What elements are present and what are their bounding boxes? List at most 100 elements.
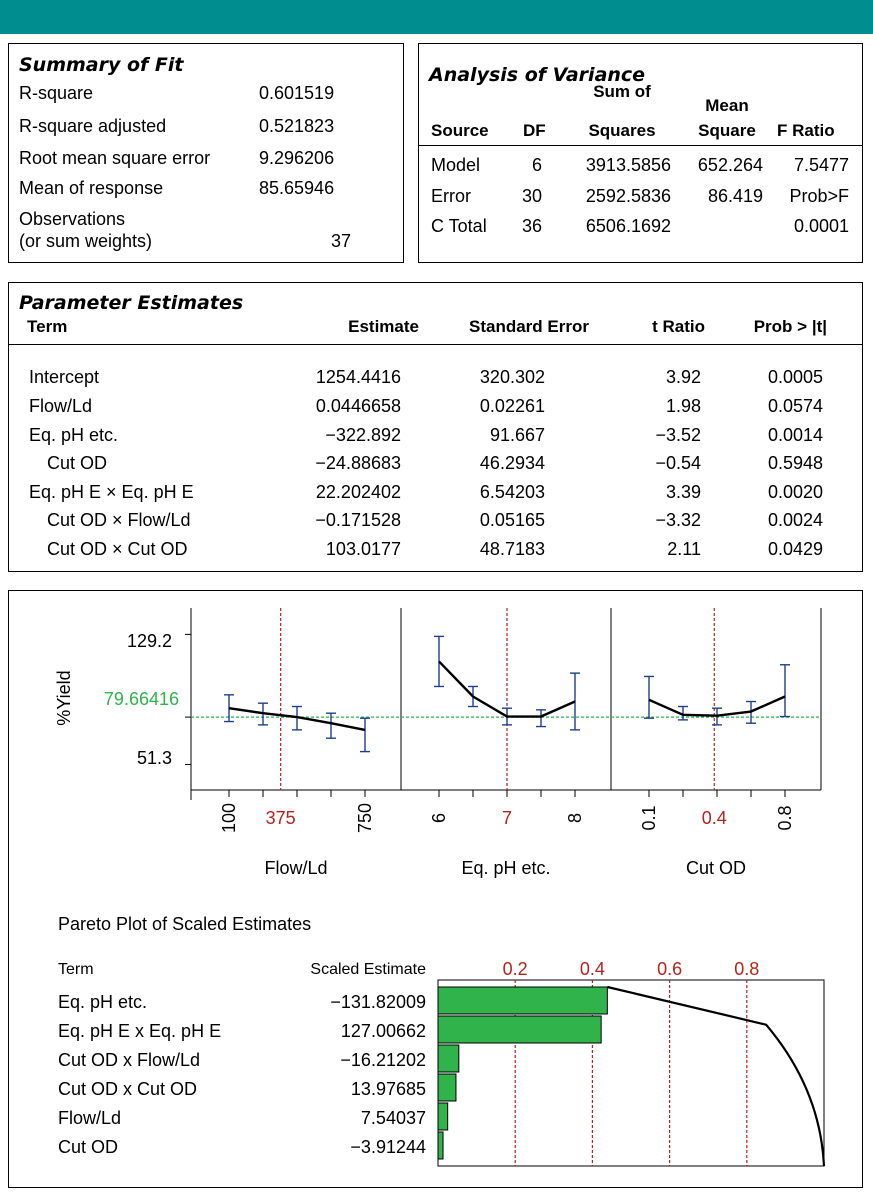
profiler-ytick-low: 51.3 [137,748,172,768]
profiler-xtick-label-1-2: 8 [565,813,585,823]
anova-df-error: 30 [521,186,542,206]
pe-t-eqph-sq: 3.39 [665,482,701,502]
anova-title: Analysis of Variance [429,64,646,86]
pe-term-flow: Flow/Ld [29,396,93,416]
pe-est-cutod-flow: −0.171528 [315,510,401,530]
pareto-value-3: 13.97685 [351,1079,426,1099]
pareto-axis-tick-3: 0.8 [734,959,759,979]
parameter-estimates-panel: Parameter Estimates Term Estimate Standa… [8,282,863,572]
anova-df-model: 6 [531,155,542,175]
pe-term-eqph: Eq. pH etc. [29,425,119,445]
summary-value-rmse: 9.296206 [259,148,335,168]
pe-header-p: Prob > |t| [753,317,827,336]
profiler-xtick-label-0-2: 750 [355,803,375,833]
pareto-plot: Pareto Plot of Scaled Estimates Term Sca… [58,914,826,1167]
summary-label-rsquare: R-square [19,83,94,103]
anova-ss-error: 2592.5836 [585,186,671,206]
pareto-bar-2 [437,1044,460,1073]
pareto-title: Pareto Plot of Scaled Estimates [58,914,311,934]
summary-label-rmse: Root mean square error [19,148,211,168]
pareto-term-5: Cut OD [58,1137,118,1157]
pe-est-cutod-sq: 103.0177 [325,539,401,559]
anova-header-ss2: Squares [588,121,656,140]
profiler-xtick-label-0-0: 100 [219,803,239,833]
pareto-term-1: Eq. pH E x Eq. pH E [58,1021,221,1041]
pe-se-flow: 0.02261 [479,396,545,416]
anova-source-model: Model [431,155,481,175]
pareto-value-4: 7.54037 [361,1108,426,1128]
anova-source-error: Error [431,186,471,206]
pe-header-se: Standard Error [469,317,589,336]
pareto-col-term: Term [58,961,94,978]
summary-of-fit-title: Summary of Fit [19,54,184,76]
pareto-cumulative-curve [607,985,826,1167]
profiler-prediction-line-1 [438,660,576,718]
pareto-value-2: −16.21202 [340,1050,426,1070]
summary-value-rsquare: 0.601519 [259,83,335,103]
pe-p-cutod: 0.5948 [767,453,823,473]
pareto-bar-1 [437,1015,602,1044]
pe-term-cutod-flow: Cut OD × Flow/Ld [47,510,191,530]
profiler-xtick-label-2-0: 0.1 [639,805,659,830]
pareto-bar-5 [437,1131,444,1160]
anova-header-source: Source [431,121,489,140]
summary-label-observations: Observations [19,209,126,229]
pareto-axis-tick-1: 0.4 [580,959,605,979]
anova-ms-error: 86.419 [707,186,763,206]
pe-t-cutod-sq: 2.11 [667,539,701,559]
summary-label-observations-2: (or sum weights) [19,231,153,251]
pe-p-eqph: 0.0014 [767,425,823,445]
pe-p-cutod-sq: 0.0429 [767,539,823,559]
profiler-y-label: %Yield [54,670,74,725]
profiler-prediction-line-2 [648,695,786,717]
summary-label-rsquare-adj: R-square adjusted [19,116,167,136]
pe-t-eqph: −3.52 [655,425,701,445]
pe-t-cutod: −0.54 [655,453,701,473]
profiler-xtick-label-2-2: 0.8 [775,805,795,830]
profiler-current-response: 79.66416 [104,689,179,709]
pe-est-eqph-sq: 22.202402 [315,482,401,502]
pe-est-flow: 0.0446658 [315,396,401,416]
anova-ss-model: 3913.5856 [585,155,671,175]
pareto-bar-4 [437,1102,449,1131]
pareto-plot-frame [437,979,825,1167]
profiler-xlabel-eqph: Eq. pH etc. [461,858,550,878]
prediction-profiler: %Yield 129.2 79.66416 51.3 Flow/Ld Eq. p… [54,608,822,878]
profiler-xtick-label-2-1: 0.4 [702,808,727,828]
pareto-term-4: Flow/Ld [58,1108,121,1128]
header-bar [0,0,873,34]
profiler-xtick-label-1-1: 7 [502,808,512,828]
pe-est-cutod: −24.88683 [315,453,401,473]
anova-header-ss1: Sum of [593,82,651,101]
pe-se-cutod: 46.2934 [479,453,545,473]
pe-se-eqph: 91.667 [489,425,545,445]
summary-value-observations: 37 [330,231,351,251]
pareto-value-5: −3.91244 [350,1137,426,1157]
pareto-term-0: Eq. pH etc. [58,992,147,1012]
pareto-term-3: Cut OD x Cut OD [58,1079,197,1099]
profiler-xlabel-flow: Flow/Ld [264,858,327,878]
anova-f-error: Prob>F [789,186,849,206]
pe-se-intercept: 320.302 [479,367,545,387]
pe-term-cutod: Cut OD [47,453,108,473]
anova-header-ms2: Square [698,121,756,140]
anova-ss-total: 6506.1692 [585,216,671,236]
pe-se-cutod-flow: 0.05165 [479,510,545,530]
parameter-estimates-title: Parameter Estimates [19,292,244,314]
summary-of-fit-panel: Summary of Fit R-square 0.601519 R-squar… [8,43,404,263]
pe-term-cutod-sq: Cut OD × Cut OD [47,539,188,559]
pe-header-estimate: Estimate [348,317,419,336]
anova-header-df: DF [523,121,546,140]
pe-p-intercept: 0.0005 [767,367,823,387]
pe-p-cutod-flow: 0.0024 [767,510,823,530]
profiler-prediction-line-0 [228,706,366,732]
pe-p-flow: 0.0574 [767,396,823,416]
pareto-axis-tick-2: 0.6 [657,959,682,979]
pe-header-term: Term [27,317,68,336]
profiler-xtick-label-0-1: 375 [266,808,296,828]
summary-value-rsquare-adj: 0.521823 [259,116,335,136]
pareto-bar-0 [437,986,608,1015]
pe-p-eqph-sq: 0.0020 [767,482,823,502]
pe-term-eqph-sq: Eq. pH E × Eq. pH E [29,482,194,502]
